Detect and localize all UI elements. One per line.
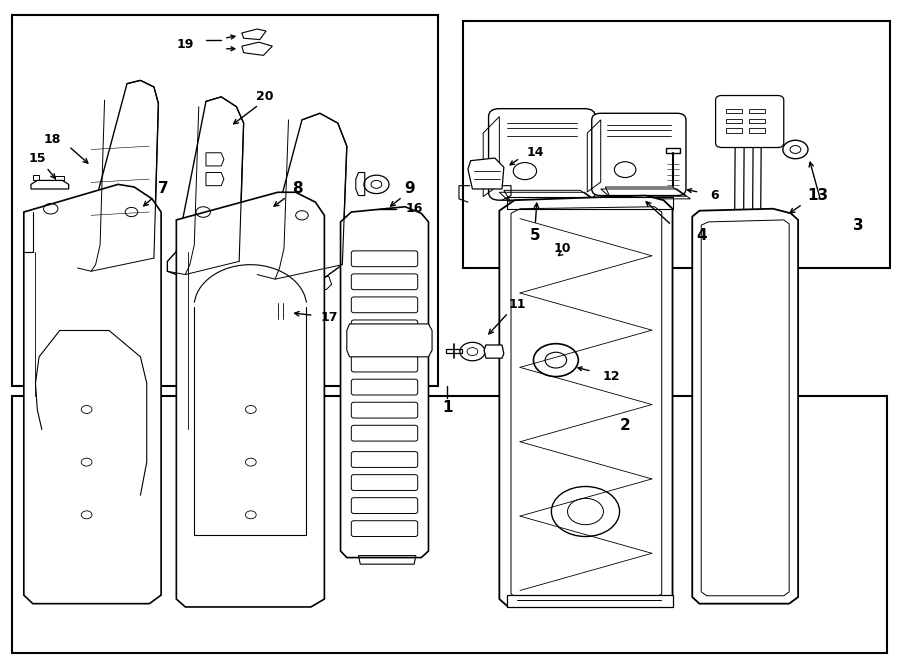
FancyBboxPatch shape (716, 96, 784, 147)
Text: 3: 3 (853, 217, 863, 233)
Polygon shape (692, 209, 798, 603)
Text: 2: 2 (619, 418, 630, 434)
Text: 20: 20 (256, 91, 273, 103)
FancyBboxPatch shape (592, 113, 686, 196)
Bar (749, 128, 765, 133)
Bar (13, 397, 886, 653)
Text: 15: 15 (29, 151, 46, 165)
Bar (507, 595, 672, 607)
Text: 18: 18 (44, 133, 61, 146)
Text: 6: 6 (710, 189, 719, 202)
Text: 17: 17 (320, 311, 338, 324)
Text: 8: 8 (292, 182, 302, 196)
Polygon shape (734, 120, 744, 253)
Text: 14: 14 (526, 146, 544, 159)
Polygon shape (257, 113, 346, 281)
Polygon shape (752, 120, 761, 253)
Polygon shape (346, 324, 432, 357)
FancyBboxPatch shape (489, 108, 596, 200)
Bar (726, 118, 742, 123)
Polygon shape (23, 184, 161, 603)
Polygon shape (176, 192, 324, 607)
Polygon shape (77, 81, 158, 274)
Polygon shape (31, 180, 68, 189)
Text: 7: 7 (158, 182, 168, 196)
Polygon shape (468, 158, 504, 189)
Bar (507, 197, 672, 209)
Bar (726, 108, 742, 113)
Text: 4: 4 (696, 227, 706, 243)
Bar (726, 128, 742, 133)
Text: 11: 11 (508, 297, 526, 311)
Polygon shape (500, 196, 672, 607)
Text: 16: 16 (405, 202, 423, 215)
Text: 9: 9 (404, 182, 415, 196)
Text: 19: 19 (176, 38, 194, 51)
Bar (13, 15, 438, 387)
Text: 13: 13 (807, 188, 828, 203)
Polygon shape (340, 207, 428, 558)
Bar (749, 108, 765, 113)
Text: 5: 5 (530, 227, 541, 243)
Text: 1: 1 (442, 400, 453, 415)
Bar (749, 118, 765, 123)
Bar (464, 21, 889, 268)
Text: 12: 12 (603, 370, 620, 383)
Text: 10: 10 (554, 242, 571, 254)
Polygon shape (167, 97, 244, 278)
Polygon shape (484, 345, 504, 358)
